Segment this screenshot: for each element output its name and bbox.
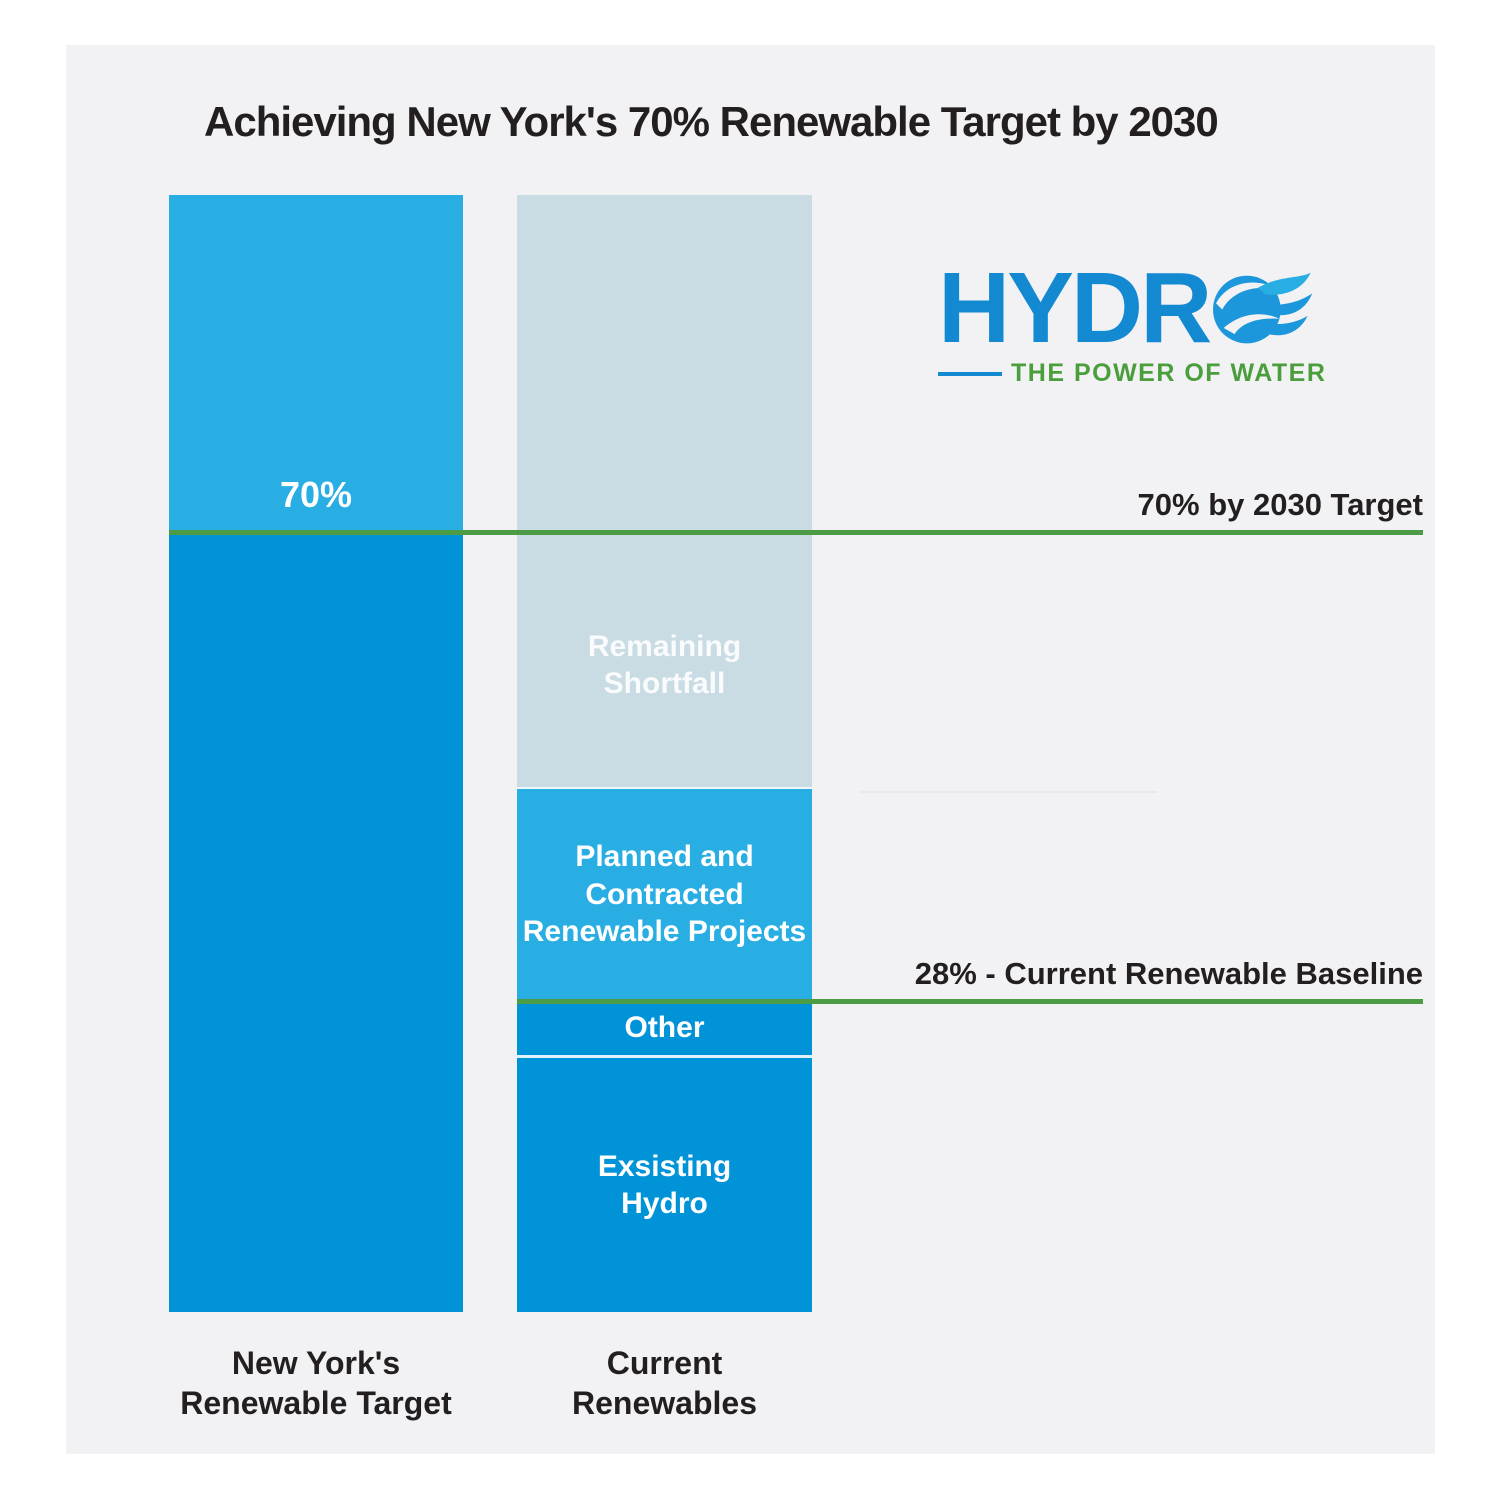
segment-other: Other [517, 999, 812, 1056]
segment-label-70-percent: 70% [279, 474, 353, 516]
segment-planned-contracted: Planned and Contracted Renewable Project… [517, 787, 812, 1000]
segment-above-target: 70% [169, 195, 463, 531]
baseline-line-label: 28% - Current Renewable Baseline [914, 956, 1423, 991]
logo-wordmark: HYDR [938, 252, 1212, 364]
target-line-label: 70% by 2030 Target [1137, 487, 1423, 522]
water-swirl-icon [1213, 267, 1313, 349]
target-70-line [169, 530, 1423, 536]
bar-renewable-target: 70% [169, 195, 463, 1312]
category-label-renewable-target: New York's Renewable Target [180, 1345, 452, 1421]
faint-divider-line [860, 791, 1157, 793]
category-label-current-renewables: Current Renewables [572, 1345, 757, 1421]
segment-label-remaining-shortfall: Remaining Shortfall [587, 629, 742, 700]
segment-remaining-shortfall: Remaining Shortfall [517, 195, 812, 787]
chart-title: Achieving New York's 70% Renewable Targe… [204, 98, 1219, 145]
logo-underline [938, 371, 1002, 376]
segment-label-other: Other [624, 1010, 705, 1044]
segment-target-70 [169, 530, 463, 1312]
hydro-logo: HYDR THE POWER OF WATER [938, 252, 1326, 388]
logo-wordmark-row: HYDR [938, 252, 1326, 364]
logo-tagline-row: THE POWER OF WATER [938, 359, 1326, 388]
segment-label-planned-contracted: Planned and Contracted Renewable Project… [522, 840, 807, 948]
logo-tagline: THE POWER OF WATER [1011, 359, 1327, 387]
bar-current-renewables: Remaining Shortfall Planned and Contract… [517, 195, 812, 1312]
segment-label-exsisting-hydro: Exsisting Hydro [597, 1149, 732, 1221]
segment-exsisting-hydro: Exsisting Hydro [517, 1055, 812, 1312]
baseline-28-line [517, 999, 1423, 1005]
